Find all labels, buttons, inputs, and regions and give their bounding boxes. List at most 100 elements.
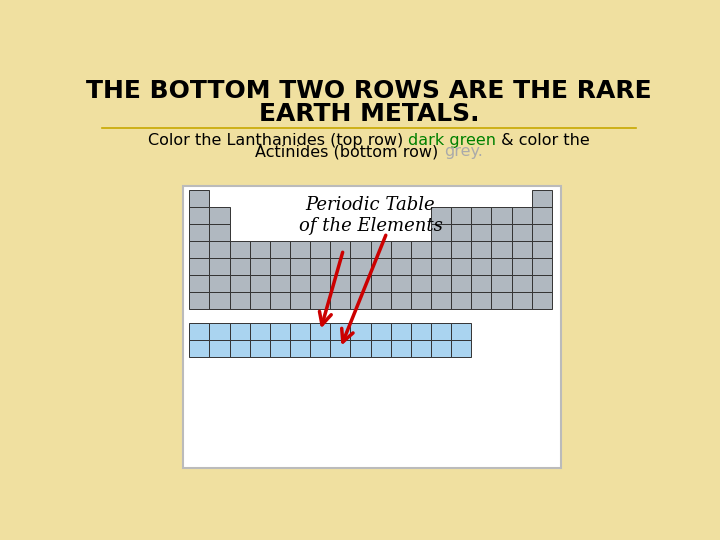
Text: Periodic Table
of the Elements: Periodic Table of the Elements <box>299 197 443 235</box>
Bar <box>330 323 351 340</box>
Bar <box>472 207 492 224</box>
Bar <box>270 241 290 258</box>
Bar <box>270 323 290 340</box>
Bar <box>451 224 472 241</box>
Bar <box>310 323 330 340</box>
Bar <box>391 241 411 258</box>
Bar <box>210 258 230 275</box>
Bar <box>250 323 270 340</box>
Bar <box>290 241 310 258</box>
Bar <box>532 292 552 309</box>
Bar <box>230 241 250 258</box>
Bar <box>532 224 552 241</box>
Bar <box>411 241 431 258</box>
Bar <box>310 292 330 309</box>
Bar <box>230 323 250 340</box>
Bar <box>472 275 492 292</box>
Bar <box>431 340 451 356</box>
Bar <box>532 258 552 275</box>
Bar <box>431 241 451 258</box>
Bar <box>230 258 250 275</box>
Bar <box>472 258 492 275</box>
Bar <box>330 258 351 275</box>
Bar <box>371 340 391 356</box>
Bar <box>512 275 532 292</box>
Bar <box>431 292 451 309</box>
Bar <box>391 292 411 309</box>
Bar <box>210 323 230 340</box>
Bar <box>351 258 371 275</box>
Bar <box>532 207 552 224</box>
Text: THE BOTTOM TWO ROWS ARE THE RARE: THE BOTTOM TWO ROWS ARE THE RARE <box>86 79 652 103</box>
Bar <box>351 340 371 356</box>
Bar <box>492 275 512 292</box>
Bar <box>431 258 451 275</box>
Bar <box>310 275 330 292</box>
Bar <box>371 323 391 340</box>
Bar <box>431 275 451 292</box>
Bar <box>431 224 451 241</box>
Bar <box>492 292 512 309</box>
Bar <box>270 258 290 275</box>
Bar <box>512 258 532 275</box>
Bar <box>270 275 290 292</box>
Bar <box>250 241 270 258</box>
Bar <box>351 241 371 258</box>
Bar <box>310 241 330 258</box>
Bar <box>451 340 472 356</box>
Bar <box>189 207 210 224</box>
Bar <box>290 292 310 309</box>
Bar <box>330 340 351 356</box>
Text: & color the: & color the <box>496 132 590 147</box>
Bar <box>189 340 210 356</box>
Bar <box>411 323 431 340</box>
Bar <box>391 340 411 356</box>
Text: dark green: dark green <box>408 132 496 147</box>
Bar <box>270 292 290 309</box>
Bar <box>391 275 411 292</box>
Bar <box>210 292 230 309</box>
Bar <box>351 275 371 292</box>
Bar <box>189 275 210 292</box>
Bar <box>532 241 552 258</box>
Bar <box>189 224 210 241</box>
Bar <box>451 292 472 309</box>
Bar <box>250 340 270 356</box>
Bar <box>270 340 290 356</box>
Bar <box>330 275 351 292</box>
Bar <box>371 292 391 309</box>
Bar <box>512 207 532 224</box>
Bar <box>532 275 552 292</box>
Bar <box>391 323 411 340</box>
Bar <box>411 292 431 309</box>
Bar <box>230 275 250 292</box>
Bar <box>351 292 371 309</box>
Bar <box>371 258 391 275</box>
Bar <box>451 241 472 258</box>
Bar <box>532 190 552 207</box>
Bar <box>210 224 230 241</box>
Bar <box>230 340 250 356</box>
Bar <box>250 275 270 292</box>
Bar <box>431 323 451 340</box>
Bar <box>210 275 230 292</box>
Bar <box>351 323 371 340</box>
Bar <box>451 275 472 292</box>
Bar <box>391 258 411 275</box>
Bar <box>411 258 431 275</box>
Bar <box>210 340 230 356</box>
Bar <box>492 207 512 224</box>
Bar <box>411 340 431 356</box>
Bar <box>431 207 451 224</box>
Bar <box>290 275 310 292</box>
Bar <box>472 292 492 309</box>
Bar <box>290 323 310 340</box>
Bar <box>210 241 230 258</box>
Bar <box>411 275 431 292</box>
Bar <box>492 241 512 258</box>
Bar <box>189 190 210 207</box>
Bar <box>210 207 230 224</box>
Bar <box>492 224 512 241</box>
Bar <box>189 258 210 275</box>
Bar <box>512 292 532 309</box>
